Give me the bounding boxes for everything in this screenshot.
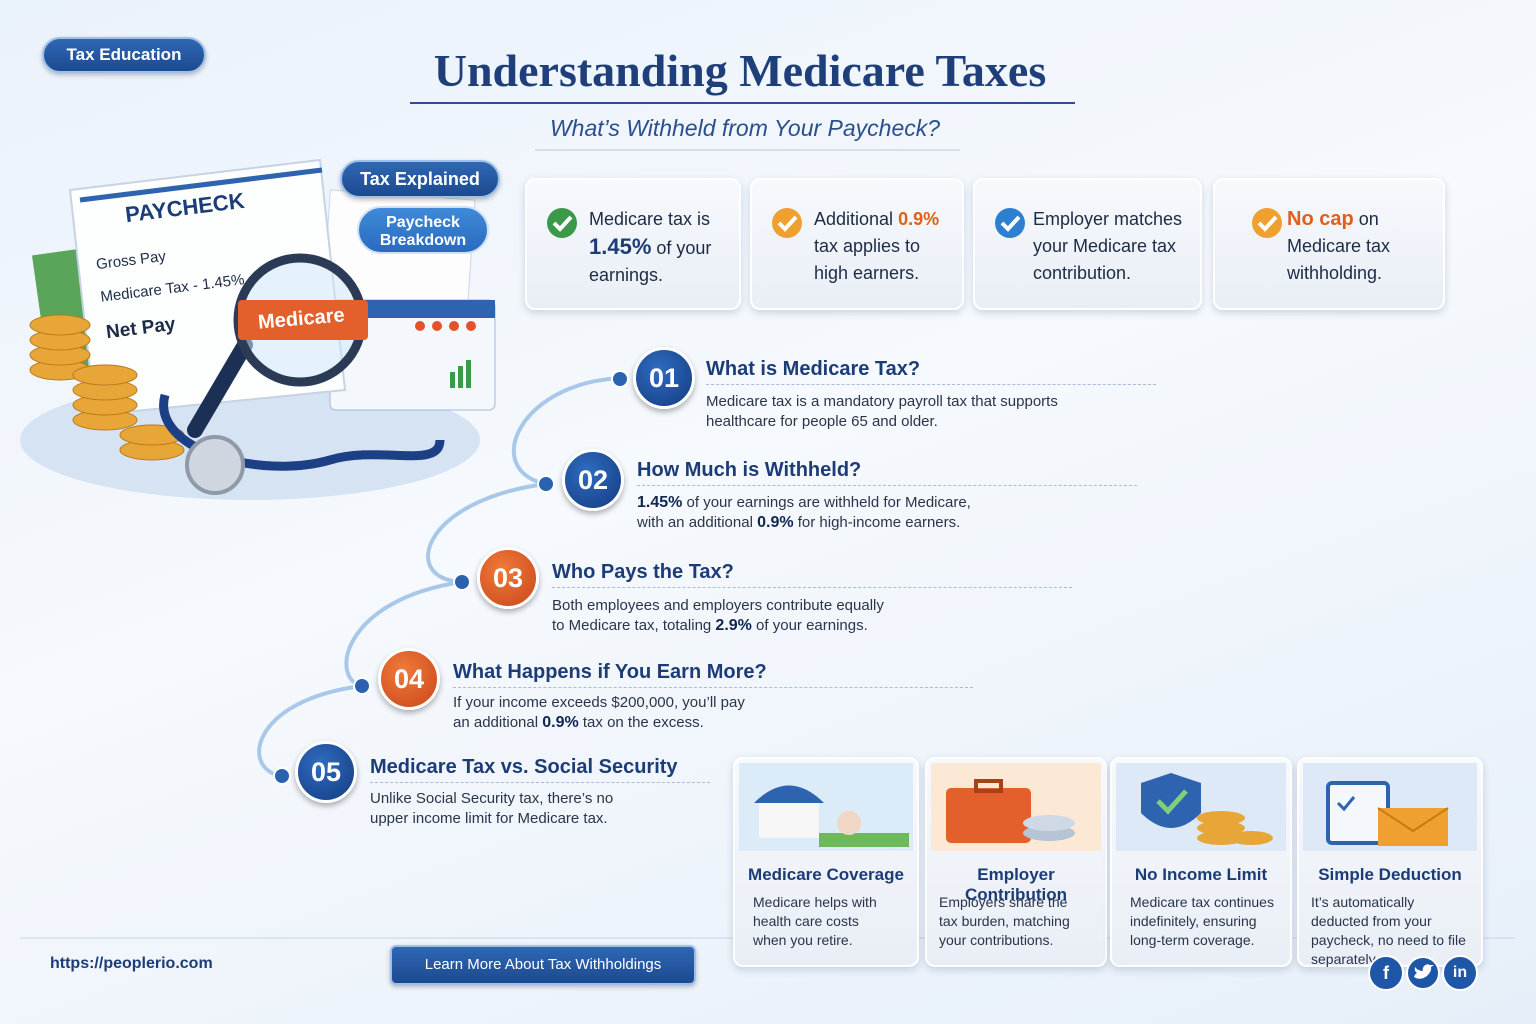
feature-card: Medicare Coverage Medicare helps with he…	[733, 757, 919, 967]
step-number: 04	[378, 648, 440, 710]
category-badge: Tax Education	[42, 37, 206, 73]
feature-title: No Income Limit	[1134, 865, 1268, 884]
feature-title: Simple Deduction	[1318, 865, 1462, 884]
feature-image	[739, 763, 913, 851]
text: Medicare tax is a mandatory payroll tax …	[706, 393, 1058, 430]
highlight-card: Medicare tax is 1.45% of your earnings.	[525, 178, 741, 310]
highlight-card: Employer matches your Medicare tax contr…	[973, 178, 1202, 310]
tag: Tax Explained	[340, 160, 500, 198]
text: tax applies to high earners.	[814, 236, 921, 283]
step-body: 1.45% of your earnings are withheld for …	[637, 493, 997, 533]
step-title: What is Medicare Tax?	[706, 358, 921, 380]
text: Unlike Social Security tax, there’s no u…	[370, 790, 614, 827]
cta-button[interactable]: Learn More About Tax Withholdings	[390, 945, 696, 985]
text: Medicare tax is	[589, 209, 711, 229]
illustration-art	[20, 158, 496, 500]
emphasis: No cap	[1287, 208, 1354, 230]
step-number: 03	[477, 547, 539, 609]
step-title: What Happens if You Earn More?	[453, 661, 767, 683]
title: Understanding Medicare Taxes	[433, 45, 1047, 96]
step-rule	[706, 384, 1156, 385]
text: on Medicare tax withholding.	[1287, 209, 1391, 283]
step-title: Medicare Tax vs. Social Security	[370, 756, 678, 778]
footer-url[interactable]: https://peoplerio.com	[50, 955, 213, 972]
tag: Paycheck Breakdown	[357, 206, 489, 254]
text: Additional	[814, 209, 899, 229]
feature-text: Employers share the tax burden, matching…	[939, 894, 1070, 948]
feature-card: Simple Deduction It’s automatically dedu…	[1297, 757, 1483, 967]
step-body: Medicare tax is a mandatory payroll tax …	[706, 392, 1081, 432]
step-number: 05	[295, 741, 357, 803]
text: for high-income earners.	[793, 514, 961, 531]
subtitle: What’s Withheld from Your Paycheck?	[549, 115, 941, 141]
step-body: If your income exceeds $200,000, you’ll …	[453, 693, 753, 733]
feature-image	[931, 763, 1101, 851]
step-body: Both employees and employers contribute …	[552, 596, 897, 636]
check-icon	[1252, 208, 1282, 238]
feature-image	[1303, 763, 1477, 851]
emphasis: 0.9%	[757, 514, 794, 531]
step-number: 01	[633, 347, 695, 409]
highlight-card: Additional 0.9% tax applies to high earn…	[750, 178, 964, 310]
emphasis: 1.45%	[589, 234, 652, 259]
text: Employer matches your Medicare tax contr…	[1033, 209, 1183, 283]
feature-title: Medicare Coverage	[748, 865, 904, 884]
facebook-link[interactable]: f	[1368, 955, 1404, 991]
emphasis: 0.9%	[542, 714, 579, 731]
step-rule	[370, 782, 710, 783]
highlight-card: No cap on Medicare tax withholding.	[1213, 178, 1445, 310]
feature-text: Medicare helps with health care costs wh…	[753, 894, 877, 948]
check-icon	[995, 208, 1025, 238]
text: of your earnings are withheld for Medica…	[637, 494, 971, 531]
text: tax on the excess.	[578, 714, 704, 731]
step-title: How Much is Withheld?	[637, 459, 862, 481]
text: Both employees and employers contribute …	[552, 597, 884, 634]
check-icon	[547, 208, 577, 238]
timeline-dots	[273, 370, 629, 785]
feature-text: Medicare tax continues indefinitely, ens…	[1130, 894, 1274, 948]
step-number: 02	[562, 449, 624, 511]
text: If your income exceeds $200,000, you’ll …	[453, 694, 745, 731]
step-title: Who Pays the Tax?	[552, 561, 734, 583]
text: of your earnings.	[589, 238, 712, 285]
emphasis: 1.45%	[637, 494, 683, 511]
feature-title: Employer Contribution	[965, 865, 1067, 904]
feature-card: Employer Contribution Employers share th…	[925, 757, 1107, 967]
feature-text: It’s automatically deducted from your pa…	[1311, 894, 1466, 967]
check-icon	[772, 208, 802, 238]
feature-card: No Income Limit Medicare tax continues i…	[1110, 757, 1292, 967]
text: of your earnings.	[751, 617, 868, 634]
step-rule	[552, 587, 1072, 588]
twitter-link[interactable]	[1405, 955, 1441, 991]
feature-image	[1116, 763, 1286, 851]
emphasis: 0.9%	[898, 209, 940, 229]
emphasis: 2.9%	[715, 617, 752, 634]
step-rule	[637, 485, 1137, 486]
step-body: Unlike Social Security tax, there’s no u…	[370, 789, 640, 829]
step-rule	[453, 687, 973, 688]
linkedin-link[interactable]: in	[1442, 955, 1478, 991]
